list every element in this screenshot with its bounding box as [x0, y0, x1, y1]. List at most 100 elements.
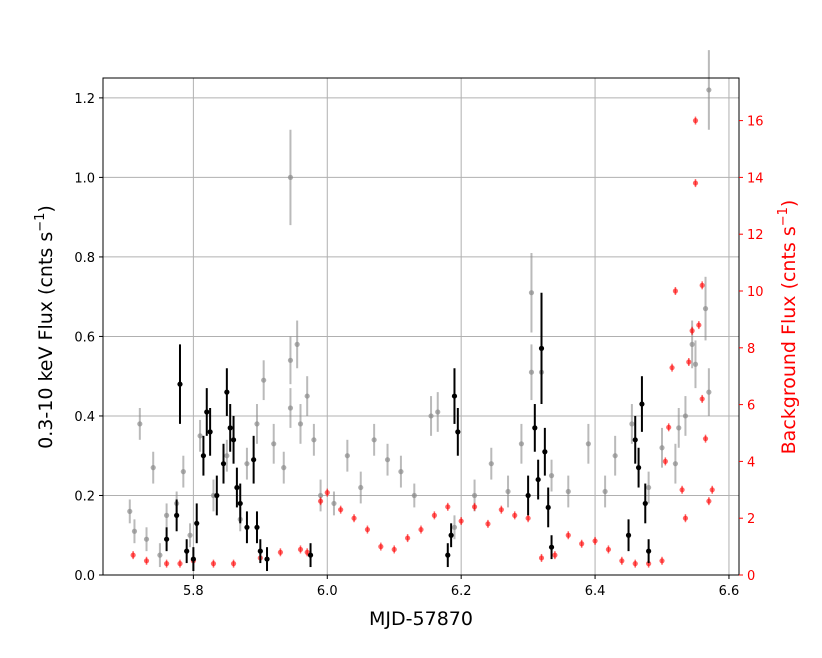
source-good-point [535, 476, 541, 483]
source-good-point [207, 429, 213, 435]
y-right-tick-label: 12 [747, 228, 764, 243]
y-right-tick-label: 8 [747, 342, 755, 357]
background-point [702, 436, 709, 442]
x-tick-label: 6.4 [585, 584, 606, 599]
source-good-point [214, 492, 220, 499]
source-all-point [471, 492, 478, 499]
source-all-point [505, 488, 511, 495]
background-point [696, 322, 702, 328]
y-axis-right-title-close: ) [778, 200, 800, 207]
source-good-point [227, 425, 233, 431]
y-right-tick-label: 4 [747, 455, 755, 470]
source-good-point [164, 536, 170, 542]
source-good-point [625, 532, 632, 538]
source-all-point [224, 453, 230, 459]
source-all-point [629, 421, 635, 427]
source-all-point [254, 421, 260, 427]
background-point [130, 552, 136, 558]
source-all-point [612, 453, 618, 459]
background-point [277, 549, 284, 555]
y-left-tick-label: 1.0 [74, 171, 95, 186]
source-all-point [518, 441, 525, 447]
source-all-point [646, 484, 652, 491]
background-point [666, 424, 672, 430]
background-point [445, 504, 451, 510]
source-all-point [488, 461, 494, 467]
background-point [391, 546, 397, 553]
background-point [405, 535, 411, 541]
background-point [662, 458, 668, 464]
source-good-point [244, 524, 250, 530]
background-point [605, 546, 612, 553]
source-good-point [542, 449, 548, 455]
source-good-point [264, 556, 270, 562]
source-good-point [646, 548, 652, 554]
source-all-point [692, 361, 699, 367]
background-point [579, 541, 585, 547]
background-point [230, 561, 237, 567]
background-point [364, 526, 371, 533]
source-all-point [271, 441, 277, 447]
source-all-point [297, 421, 304, 427]
source-all-point [137, 421, 143, 427]
grid [103, 78, 739, 576]
source-good-point [548, 544, 555, 550]
y-axis-right: 0 2 4 6 8 10 12 14 16 [739, 115, 764, 584]
source-all-point [127, 508, 133, 514]
background-point [692, 118, 699, 124]
y-left-tick-label: 0.4 [74, 410, 95, 425]
background-point [498, 507, 504, 513]
source-all-point [261, 377, 267, 383]
source-all-point [281, 465, 287, 471]
source-all-point [344, 453, 350, 459]
source-good-point [234, 484, 240, 491]
y-right-tick-label: 2 [747, 512, 755, 527]
background-point [682, 515, 689, 521]
y-axis-left-title-close: ) [35, 205, 57, 212]
source-good-point [525, 492, 531, 499]
source-all-point [143, 536, 150, 542]
background-point [164, 561, 170, 567]
background-point [378, 544, 384, 550]
background-point [679, 487, 685, 493]
source-good-point [545, 504, 551, 511]
y-axis-right-title-main: Background Flux (cnts s [778, 226, 800, 454]
source-good-point [220, 461, 227, 467]
source-all-point [702, 306, 709, 312]
y-left-tick-label: 0.0 [74, 569, 95, 584]
x-tick-label: 6.6 [719, 584, 740, 599]
y-right-tick-label: 14 [747, 171, 764, 186]
source-good-point [538, 345, 545, 351]
background-point [669, 365, 675, 371]
background-point [485, 521, 491, 527]
background-point [297, 546, 304, 553]
source-all-point [180, 469, 186, 475]
source-all-point [585, 441, 591, 447]
y-axis-left-title: 0.3-10 keV Flux (cnts s−1) [33, 205, 57, 449]
source-all-point [435, 409, 441, 415]
source-all-point [548, 473, 555, 479]
source-good-point [194, 520, 200, 526]
source-all-point [304, 393, 310, 399]
y-axis-right-title-sup: −1 [776, 207, 791, 226]
source-all-point [131, 528, 138, 534]
background-point [512, 512, 518, 518]
y-left-tick-label: 1.2 [74, 92, 95, 107]
source-all-point [384, 457, 391, 463]
source-all-point [565, 488, 571, 495]
source-good-point [632, 437, 638, 443]
background-point [699, 396, 705, 402]
source-all-point [672, 461, 679, 467]
y-right-tick-label: 16 [747, 115, 764, 130]
source-all-point [150, 465, 156, 471]
source-good-point [451, 393, 458, 399]
background-point [431, 512, 437, 518]
source-good-point [257, 548, 263, 554]
x-tick-label: 6.2 [451, 584, 472, 599]
y-left-tick-label: 0.6 [74, 330, 95, 345]
source-good-point [455, 429, 461, 435]
series-source-all [127, 50, 712, 568]
background-point [686, 359, 692, 365]
y-axis-right-title: Background Flux (cnts s−1) [776, 200, 800, 455]
y-right-tick-label: 0 [747, 569, 755, 584]
